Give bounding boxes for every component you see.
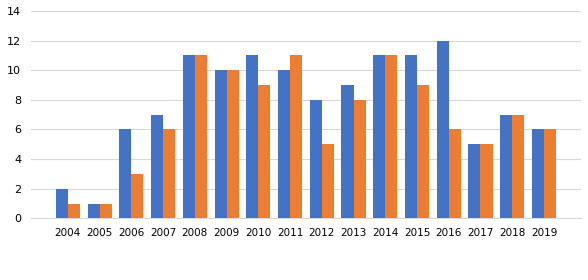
Bar <box>56 189 68 218</box>
Bar <box>353 100 366 218</box>
Bar <box>544 129 556 218</box>
Bar <box>322 144 334 218</box>
Bar <box>88 204 99 218</box>
Bar <box>310 100 322 218</box>
Bar <box>342 85 353 218</box>
Bar <box>258 85 270 218</box>
Bar <box>373 55 385 218</box>
Bar <box>183 55 195 218</box>
Bar <box>68 204 80 218</box>
Bar <box>405 55 417 218</box>
Bar <box>480 144 493 218</box>
Bar <box>119 129 131 218</box>
Bar <box>99 204 112 218</box>
Bar <box>226 70 239 218</box>
Bar <box>151 115 163 218</box>
Bar <box>500 115 512 218</box>
Bar <box>449 129 461 218</box>
Bar <box>215 70 226 218</box>
Bar <box>469 144 480 218</box>
Bar <box>437 41 449 218</box>
Bar <box>290 55 302 218</box>
Bar <box>278 70 290 218</box>
Bar <box>163 129 175 218</box>
Bar <box>417 85 429 218</box>
Bar <box>385 55 397 218</box>
Bar <box>195 55 207 218</box>
Bar <box>512 115 524 218</box>
Bar <box>532 129 544 218</box>
Bar <box>246 55 258 218</box>
Bar <box>131 174 143 218</box>
